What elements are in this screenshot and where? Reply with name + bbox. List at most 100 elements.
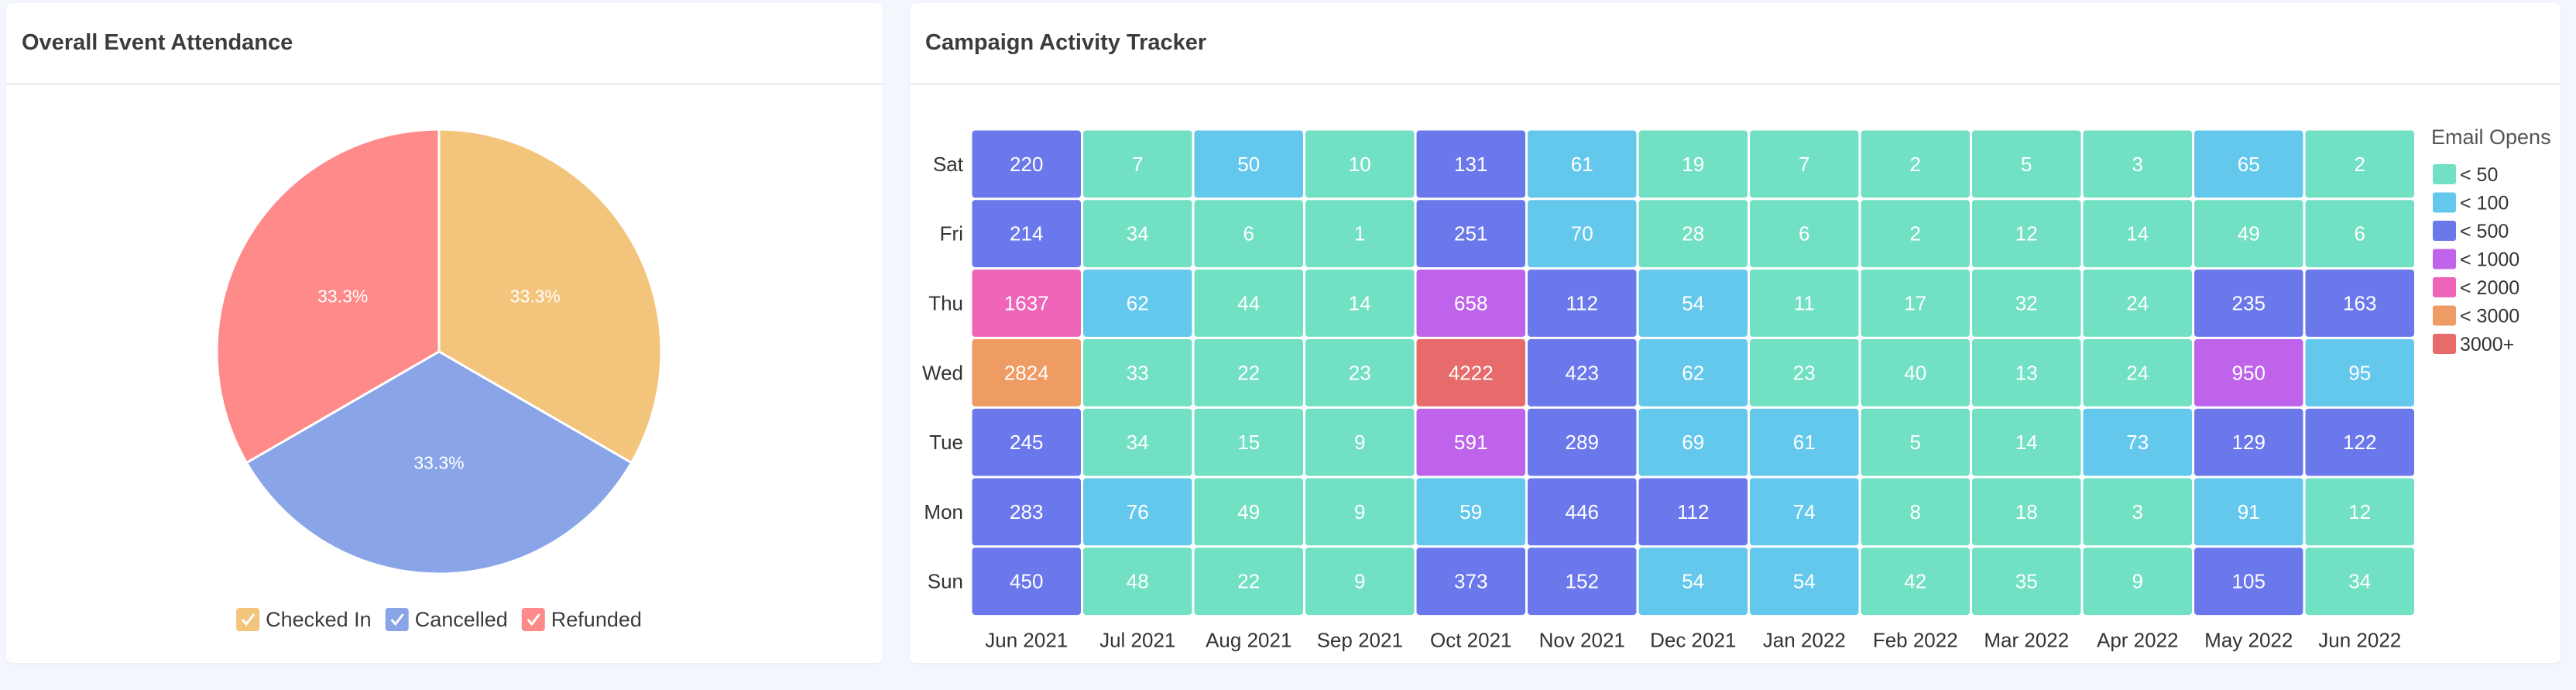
heatmap-cell[interactable] <box>2083 130 2193 198</box>
heatmap-cell[interactable] <box>1528 548 1637 616</box>
pie-slice-checked-in[interactable] <box>437 128 663 465</box>
heatmap-cell[interactable] <box>2305 548 2415 616</box>
heatmap-cell[interactable] <box>1194 338 1304 407</box>
heatmap-cell[interactable] <box>2083 548 2193 616</box>
heatmap-cell[interactable] <box>1972 408 2081 476</box>
heatmap-cell[interactable] <box>1972 478 2081 546</box>
heatmap-cell[interactable] <box>1416 130 1526 198</box>
heatmap-cell[interactable] <box>2194 130 2303 198</box>
heatmap-cell[interactable] <box>1638 338 1748 407</box>
heatmap-cell[interactable] <box>2194 200 2303 268</box>
heatmap-cell[interactable] <box>1194 200 1304 268</box>
legend-item-checked-in[interactable]: Checked In <box>236 608 372 631</box>
heatmap-cell[interactable] <box>1083 548 1192 616</box>
heatmap-cell[interactable] <box>972 130 1082 198</box>
heatmap-cell[interactable] <box>2083 200 2193 268</box>
legend-item-cancelled[interactable]: Cancelled <box>385 608 508 631</box>
heatmap-cell[interactable] <box>2083 338 2193 407</box>
heatmap-cell[interactable] <box>2305 478 2415 546</box>
heatmap-cell[interactable] <box>1416 408 1526 476</box>
heatmap-cell[interactable] <box>2305 338 2415 407</box>
heatmap-cell[interactable] <box>1194 130 1304 198</box>
heatmap-cell[interactable] <box>1194 478 1304 546</box>
heatmap-cell[interactable] <box>1638 200 1748 268</box>
heatmap-cell[interactable] <box>1528 269 1637 337</box>
heatmap-cell[interactable] <box>1194 408 1304 476</box>
heatmap-cell[interactable] <box>1638 408 1748 476</box>
legend-item[interactable]: < 50 <box>2433 164 2498 186</box>
heatmap-cell[interactable] <box>2305 269 2415 337</box>
heatmap-cell[interactable] <box>1638 548 1748 616</box>
pie-slice-cancelled[interactable] <box>245 350 633 575</box>
heatmap-cell[interactable] <box>1194 269 1304 337</box>
heatmap-cell[interactable] <box>1861 408 1971 476</box>
heatmap-cell[interactable] <box>2194 338 2303 407</box>
heatmap-cell[interactable] <box>1750 338 1859 407</box>
heatmap-cell[interactable] <box>1305 130 1415 198</box>
legend-checkbox[interactable] <box>521 608 545 631</box>
heatmap-cell[interactable] <box>972 478 1082 546</box>
heatmap-cell[interactable] <box>972 269 1082 337</box>
heatmap-cell[interactable] <box>1750 130 1859 198</box>
heatmap-cell[interactable] <box>1972 548 2081 616</box>
legend-item[interactable]: 3000+ <box>2433 334 2514 355</box>
legend-item[interactable]: < 100 <box>2433 192 2509 215</box>
heatmap-cell[interactable] <box>1528 338 1637 407</box>
heatmap-cell[interactable] <box>1305 269 1415 337</box>
heatmap-cell[interactable] <box>972 548 1082 616</box>
heatmap-cell[interactable] <box>1083 269 1192 337</box>
heatmap-cell[interactable] <box>1750 548 1859 616</box>
heatmap-cell[interactable] <box>2305 408 2415 476</box>
heatmap-cell[interactable] <box>1528 408 1637 476</box>
heatmap-cell[interactable] <box>1861 478 1971 546</box>
heatmap-cell[interactable] <box>1416 269 1526 337</box>
heatmap-cell[interactable] <box>1861 200 1971 268</box>
heatmap-cell[interactable] <box>2194 269 2303 337</box>
heatmap-cell[interactable] <box>2305 130 2415 198</box>
legend-item[interactable]: < 2000 <box>2433 277 2519 299</box>
legend-checkbox[interactable] <box>385 608 409 631</box>
heatmap-cell[interactable] <box>1972 269 2081 337</box>
pie-slice-refunded[interactable] <box>215 128 441 465</box>
legend-item[interactable]: < 3000 <box>2433 305 2519 328</box>
legend-item[interactable]: < 500 <box>2433 221 2509 242</box>
heatmap-cell[interactable] <box>1305 478 1415 546</box>
heatmap-cell[interactable] <box>1305 408 1415 476</box>
heatmap-cell[interactable] <box>1416 200 1526 268</box>
heatmap-cell[interactable] <box>972 200 1082 268</box>
heatmap-cell[interactable] <box>1305 338 1415 407</box>
heatmap-cell[interactable] <box>972 338 1082 407</box>
heatmap-cell[interactable] <box>1972 200 2081 268</box>
heatmap-cell[interactable] <box>2083 478 2193 546</box>
heatmap-cell[interactable] <box>1750 478 1859 546</box>
heatmap-cell[interactable] <box>1528 200 1637 268</box>
heatmap-cell[interactable] <box>1416 548 1526 616</box>
heatmap-cell[interactable] <box>2083 408 2193 476</box>
heatmap-cell[interactable] <box>1083 338 1192 407</box>
heatmap-cell[interactable] <box>1083 200 1192 268</box>
heatmap-cell[interactable] <box>1416 338 1526 407</box>
heatmap-cell[interactable] <box>1416 478 1526 546</box>
heatmap-cell[interactable] <box>2083 269 2193 337</box>
legend-checkbox[interactable] <box>236 608 260 631</box>
heatmap-cell[interactable] <box>1194 548 1304 616</box>
heatmap-cell[interactable] <box>1528 130 1637 198</box>
heatmap-cell[interactable] <box>1638 478 1748 546</box>
heatmap-cell[interactable] <box>2305 200 2415 268</box>
legend-item[interactable]: < 1000 <box>2433 249 2519 271</box>
heatmap-cell[interactable] <box>1083 408 1192 476</box>
heatmap-cell[interactable] <box>1861 548 1971 616</box>
heatmap-cell[interactable] <box>2194 548 2303 616</box>
heatmap-cell[interactable] <box>1750 200 1859 268</box>
heatmap-cell[interactable] <box>1972 338 2081 407</box>
heatmap-cell[interactable] <box>1861 269 1971 337</box>
heatmap-cell[interactable] <box>1528 478 1637 546</box>
heatmap-cell[interactable] <box>1305 200 1415 268</box>
heatmap-cell[interactable] <box>1083 130 1192 198</box>
heatmap-cell[interactable] <box>1083 478 1192 546</box>
heatmap-cell[interactable] <box>972 408 1082 476</box>
heatmap-cell[interactable] <box>1750 408 1859 476</box>
heatmap-cell[interactable] <box>2194 408 2303 476</box>
heatmap-cell[interactable] <box>1638 269 1748 337</box>
heatmap-cell[interactable] <box>1861 130 1971 198</box>
